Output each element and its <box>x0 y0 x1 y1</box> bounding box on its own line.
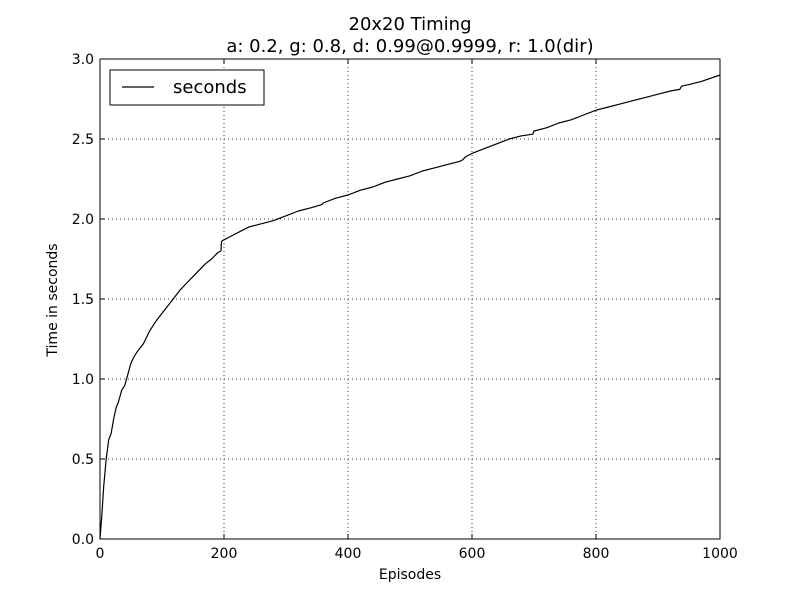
y-tick-label: 3.0 <box>72 52 94 68</box>
x-tick-label: 400 <box>335 546 362 562</box>
legend-label-seconds: seconds <box>173 77 247 98</box>
y-tick-label: 1.5 <box>72 292 94 308</box>
series-layer <box>99 74 721 540</box>
series-line-seconds <box>99 74 721 540</box>
chart-subtitle: a: 0.2, g: 0.8, d: 0.99@0.9999, r: 1.0(d… <box>226 36 593 57</box>
x-tick-label: 200 <box>211 546 238 562</box>
legend: seconds <box>109 69 265 106</box>
chart-title: 20x20 Timing <box>349 14 472 35</box>
x-tick-label: 600 <box>459 546 486 562</box>
x-tick-label: 1000 <box>702 546 738 562</box>
y-axis-label: Time in seconds <box>45 243 61 357</box>
tick-layer: 0 200 400 600 800 1000 0.0 0.5 1.0 1.5 2.0 2.5 3.0 <box>72 52 738 562</box>
y-tick-label: 2.5 <box>72 132 94 148</box>
y-tick-label: 0.0 <box>72 532 94 548</box>
x-tick-label: 800 <box>583 546 610 562</box>
y-tick-label: 2.0 <box>72 212 94 228</box>
x-axis-label: Episodes <box>379 567 441 583</box>
y-tick-label: 1.0 <box>72 372 94 388</box>
grid-layer <box>100 59 720 539</box>
y-tick-label: 0.5 <box>72 452 94 468</box>
x-tick-label: 0 <box>96 546 105 562</box>
